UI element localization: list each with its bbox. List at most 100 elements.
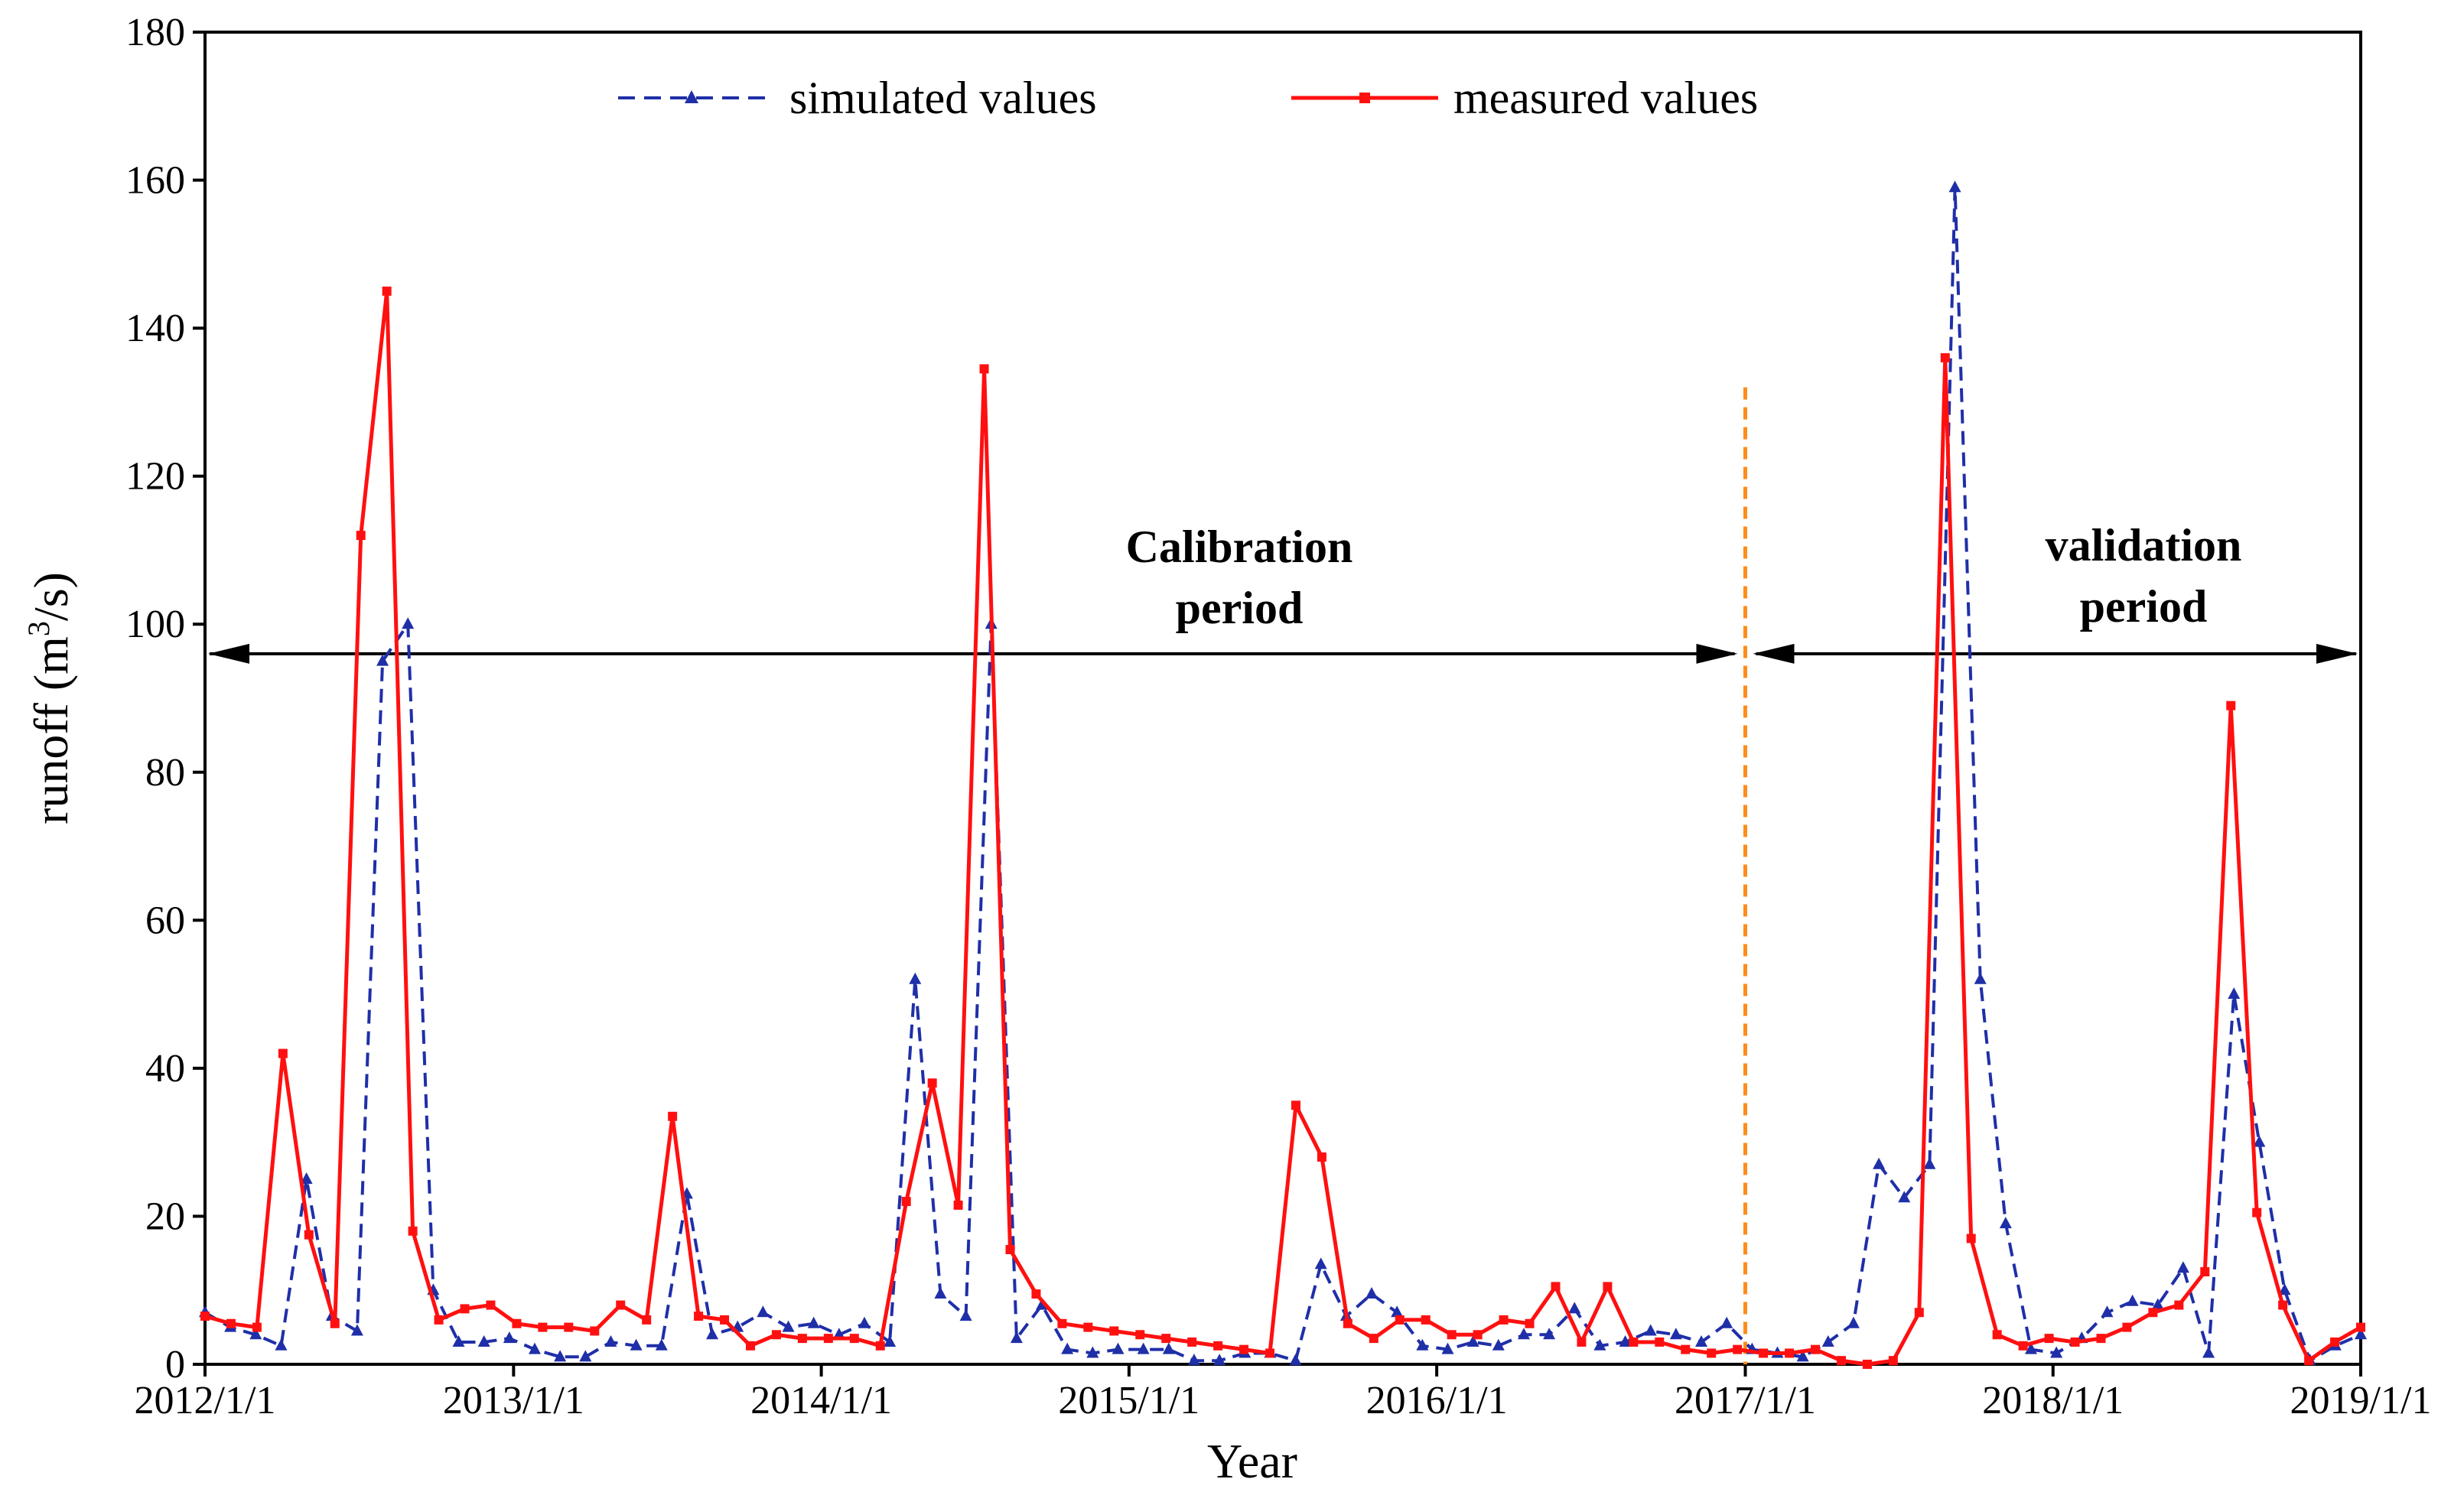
data-point-square xyxy=(330,1318,340,1328)
series-line xyxy=(204,289,2362,1367)
data-point-triangle xyxy=(2101,1305,2114,1318)
legend-item-measured: measured values xyxy=(1291,73,1758,123)
legend-label: measured values xyxy=(1453,73,1758,123)
data-point-square xyxy=(1940,353,1950,362)
y-tick-label: 40 xyxy=(145,1047,185,1091)
data-point-triangle xyxy=(1821,1334,1834,1347)
data-point-triangle xyxy=(2355,1328,2367,1340)
series-line xyxy=(203,186,2361,1363)
data-point-square xyxy=(1733,1344,1743,1354)
data-point-triangle xyxy=(2050,1346,2063,1358)
data-point-triangle xyxy=(452,1334,465,1347)
data-point-square xyxy=(356,531,366,541)
data-point-square xyxy=(642,1315,652,1325)
data-point-square xyxy=(1707,1348,1717,1358)
validation-label-line2: period xyxy=(2080,581,2208,632)
data-point-square xyxy=(408,1226,418,1236)
data-point-triangle xyxy=(402,617,415,629)
data-point-triangle xyxy=(630,1338,643,1351)
y-tick-label: 160 xyxy=(125,159,185,203)
data-point-triangle xyxy=(858,1316,871,1328)
data-point-square xyxy=(1343,1318,1352,1328)
data-point-square xyxy=(1213,1341,1223,1351)
data-point-triangle xyxy=(1441,1342,1454,1354)
data-point-square xyxy=(278,1048,288,1058)
data-point-square xyxy=(1031,1289,1041,1299)
y-axis-title-post: /s) xyxy=(24,572,78,621)
data-point-triangle xyxy=(909,972,922,984)
data-point-triangle xyxy=(579,1350,592,1362)
data-point-triangle xyxy=(528,1342,541,1354)
data-point-square xyxy=(1603,1282,1613,1292)
data-point-triangle xyxy=(1391,1305,1404,1318)
data-point-triangle xyxy=(554,1350,567,1362)
data-point-square xyxy=(2096,1334,2106,1344)
data-point-triangle xyxy=(275,1338,288,1351)
y-tick-label: 180 xyxy=(125,11,185,54)
validation-arrow-left-head xyxy=(1753,643,1795,664)
data-point-triangle xyxy=(2278,1283,2291,1295)
data-point-square xyxy=(1811,1344,1821,1354)
data-point-square xyxy=(2304,1356,2314,1366)
data-point-square xyxy=(512,1318,522,1328)
data-point-square xyxy=(2070,1337,2080,1347)
data-point-triangle xyxy=(959,1309,972,1321)
legend-marker-square xyxy=(1359,93,1370,103)
data-point-triangle xyxy=(1669,1328,1682,1340)
data-point-square xyxy=(823,1334,833,1344)
data-point-square xyxy=(953,1200,963,1210)
data-point-square xyxy=(1836,1356,1846,1366)
data-point-triangle xyxy=(2126,1294,2139,1306)
data-point-square xyxy=(1577,1337,1587,1347)
data-point-triangle xyxy=(1974,972,1987,984)
data-point-triangle xyxy=(1568,1302,1581,1314)
x-tick-label: 2014/1/1 xyxy=(750,1379,892,1422)
data-point-square xyxy=(1421,1315,1431,1325)
calibration-arrow-right-head xyxy=(1696,643,1738,664)
data-point-square xyxy=(2252,1208,2262,1217)
x-tick-label: 2019/1/1 xyxy=(2290,1379,2432,1422)
data-point-square xyxy=(304,1230,314,1240)
y-axis-title-sup: 3 xyxy=(21,621,56,636)
data-point-triangle xyxy=(1112,1342,1125,1354)
data-point-square xyxy=(1473,1330,1483,1340)
data-point-square xyxy=(668,1111,678,1121)
data-point-square xyxy=(1447,1330,1457,1340)
x-tick-label: 2018/1/1 xyxy=(1982,1379,2124,1422)
data-point-triangle xyxy=(1162,1342,1175,1354)
data-point-square xyxy=(797,1334,807,1344)
data-point-triangle xyxy=(1695,1334,1708,1347)
data-point-square xyxy=(1992,1330,2002,1340)
data-point-square xyxy=(1395,1315,1405,1325)
data-point-triangle xyxy=(1543,1328,1556,1340)
data-point-square xyxy=(1369,1334,1378,1344)
data-point-triangle xyxy=(1720,1316,1733,1328)
data-point-triangle xyxy=(1847,1316,1860,1328)
data-point-square xyxy=(616,1300,626,1310)
data-point-square xyxy=(979,364,989,374)
data-point-triangle xyxy=(884,1334,897,1347)
data-point-square xyxy=(434,1315,444,1325)
data-point-square xyxy=(1759,1348,1769,1358)
data-point-square xyxy=(2356,1322,2365,1332)
data-point-square xyxy=(252,1322,262,1332)
data-point-triangle xyxy=(832,1328,845,1340)
data-point-triangle xyxy=(2176,1261,2189,1273)
data-point-square xyxy=(1187,1337,1197,1347)
y-tick-label: 20 xyxy=(145,1195,185,1238)
data-point-square xyxy=(1629,1337,1639,1347)
data-point-triangle xyxy=(1416,1338,1429,1351)
data-point-square xyxy=(590,1326,600,1336)
calibration-arrow-left-head xyxy=(208,643,249,664)
data-point-square xyxy=(1914,1308,1924,1318)
data-point-triangle xyxy=(1644,1324,1657,1336)
y-tick-label: 60 xyxy=(145,899,185,942)
data-point-square xyxy=(1135,1330,1145,1340)
data-point-triangle xyxy=(1999,1217,2012,1229)
data-point-square xyxy=(1681,1344,1691,1354)
data-point-triangle xyxy=(782,1320,795,1332)
calibration-label-line2: period xyxy=(1176,583,1304,633)
data-point-triangle xyxy=(1898,1191,1911,1203)
data-point-triangle xyxy=(1365,1287,1378,1299)
